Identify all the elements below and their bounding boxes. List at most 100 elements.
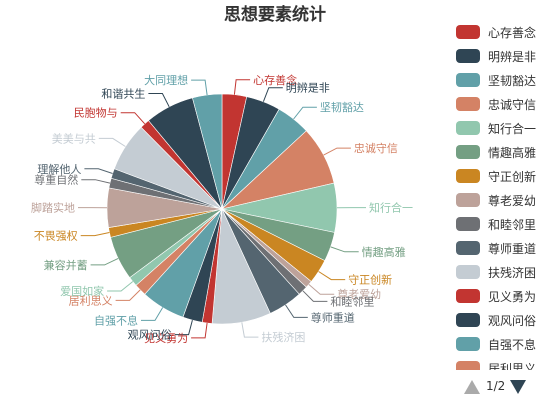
legend-next-page-arrow-icon[interactable] <box>510 380 526 394</box>
legend-label: 坚韧豁达 <box>488 73 537 88</box>
legend-swatch <box>456 25 480 39</box>
legend-item[interactable]: 扶残济困 <box>456 262 536 282</box>
slice-label: 民胞物与 <box>74 106 118 120</box>
legend-label: 见义勇为 <box>488 289 537 304</box>
slice-label: 和睦邻里 <box>330 295 374 308</box>
legend-label: 忠诚守信 <box>488 97 537 112</box>
legend-swatch <box>456 97 480 111</box>
legend-swatch <box>456 361 480 370</box>
legend-label: 情趣高雅 <box>488 145 537 160</box>
legend-swatch <box>456 289 480 303</box>
slice-label: 情趣高雅 <box>362 245 406 259</box>
slice-label: 见义勇为 <box>144 332 188 345</box>
legend-item[interactable]: 守正创新 <box>456 166 536 186</box>
legend-item[interactable]: 自强不息 <box>456 334 536 354</box>
slice-label: 美美与共 <box>52 132 96 145</box>
legend-swatch <box>456 49 480 63</box>
label-leader-line <box>98 137 126 147</box>
slice-label: 自强不息 <box>94 313 138 327</box>
legend-item[interactable]: 观风问俗 <box>456 310 536 330</box>
label-leader-line <box>191 79 208 96</box>
slice-label: 兼容并蓄 <box>44 258 88 272</box>
label-leader-line <box>318 271 346 281</box>
label-leader-line <box>107 281 134 292</box>
label-leader-line <box>141 307 164 321</box>
legend-item[interactable]: 见义勇为 <box>456 286 536 306</box>
legend-swatch <box>456 121 480 135</box>
legend-label: 心存善念 <box>488 25 537 40</box>
legend-swatch <box>456 265 480 279</box>
slice-label: 尊老爱幼 <box>337 287 381 301</box>
slice-label: 扶残济困 <box>261 330 305 344</box>
label-leader-line <box>323 147 351 156</box>
legend-swatch <box>456 217 480 231</box>
slice-label: 脚踏实地 <box>31 201 75 215</box>
legend-prev-page-arrow-icon[interactable] <box>464 380 480 394</box>
legend-item[interactable]: 心存善念 <box>456 22 536 42</box>
legend-swatch <box>456 73 480 87</box>
label-leader-line <box>84 168 113 174</box>
legend-label: 守正创新 <box>488 169 537 184</box>
legend-label: 自强不息 <box>488 337 537 352</box>
slice-label: 不畏强权 <box>34 230 78 243</box>
slice-label: 理解他人 <box>37 162 81 176</box>
legend-page-indicator: 1/2 <box>486 379 506 393</box>
slice-label: 观风问俗 <box>128 329 172 342</box>
legend-item[interactable]: 坚韧豁达 <box>456 70 536 90</box>
legend-swatch <box>456 169 480 183</box>
label-leader-line <box>262 87 283 102</box>
label-leader-line <box>241 322 259 338</box>
legend-swatch <box>456 193 480 207</box>
label-leader-line <box>115 289 141 301</box>
slice-label: 知行合一 <box>369 201 413 215</box>
slice-label: 大同理想 <box>144 73 188 87</box>
slice-label: 守正创新 <box>348 273 392 287</box>
label-leader-line <box>302 290 328 302</box>
label-leader-line <box>80 232 110 237</box>
legend-label: 观风问俗 <box>488 313 537 328</box>
label-leader-line <box>293 106 317 120</box>
legend-item[interactable]: 和睦邻里 <box>456 214 536 234</box>
legend-label: 和睦邻里 <box>488 217 537 232</box>
label-leader-line <box>81 179 111 184</box>
slice-label: 尊师重道 <box>311 310 355 324</box>
legend-swatch <box>456 241 480 255</box>
label-leader-line <box>308 284 335 295</box>
label-leader-line <box>233 79 251 95</box>
slice-label: 爱国如家 <box>60 284 104 298</box>
label-leader-line <box>285 304 308 318</box>
legend-swatch <box>456 337 480 351</box>
slice-label: 坚韧豁达 <box>320 100 364 114</box>
legend-item[interactable]: 知行合一 <box>456 118 536 138</box>
legend-label: 扶残济困 <box>488 265 537 280</box>
label-leader-line <box>191 322 208 339</box>
legend-label: 尊老爱幼 <box>488 193 537 208</box>
label-leader-line <box>330 246 359 253</box>
label-leader-line <box>90 257 119 266</box>
legend-label: 明辨是非 <box>488 49 537 64</box>
label-leader-line <box>120 112 146 125</box>
slice-label: 忠诚守信 <box>354 141 398 155</box>
legend-item[interactable]: 忠诚守信 <box>456 94 536 114</box>
label-leader-line <box>148 93 170 108</box>
legend-item[interactable]: 明辨是非 <box>456 46 536 66</box>
slice-label: 居利思义 <box>69 294 113 307</box>
legend-item[interactable]: 情趣高雅 <box>456 142 536 162</box>
legend-pager: 1/2 <box>464 377 534 397</box>
slice-label: 和谐共生 <box>101 87 145 101</box>
legend-swatch <box>456 313 480 327</box>
legend: 心存善念明辨是非坚韧豁达忠诚守信知行合一情趣高雅守正创新尊老爱幼和睦邻里尊师重道… <box>452 18 550 370</box>
legend-item[interactable]: 尊师重道 <box>456 238 536 258</box>
slice-label: 尊重自然 <box>34 173 78 187</box>
legend-label: 居利思义 <box>488 361 537 371</box>
legend-item[interactable]: 尊老爱幼 <box>456 190 536 210</box>
legend-label: 知行合一 <box>488 121 537 136</box>
legend-swatch <box>456 145 480 159</box>
legend-item[interactable]: 居利思义 <box>456 358 536 370</box>
slice-label: 心存善念 <box>253 73 297 87</box>
label-leader-line <box>174 319 193 336</box>
slice-label: 明辨是非 <box>286 81 330 95</box>
legend-label: 尊师重道 <box>488 241 537 256</box>
chart-title: 思想要素统计 <box>224 4 326 25</box>
